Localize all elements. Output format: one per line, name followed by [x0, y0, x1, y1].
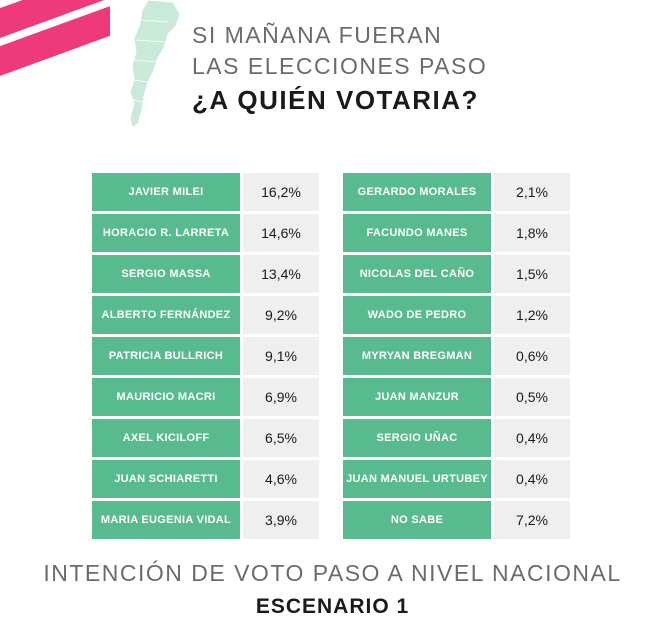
vote-percentage: 13,4%: [243, 255, 319, 296]
argentina-map-icon: [129, 0, 181, 129]
vote-percentage: 6,9%: [243, 378, 319, 419]
candidate-name: SERGIO MASSA: [92, 255, 240, 296]
table-row: NICOLAS DEL CAÑO 1,5%: [343, 255, 573, 296]
table-row: ALBERTO FERNÁNDEZ 9,2%: [92, 296, 322, 337]
footer-scenario: ESCENARIO 1: [255, 595, 410, 618]
candidate-name: MARIA EUGENIA VIDAL: [92, 501, 240, 542]
candidate-name: NO SABE: [343, 501, 491, 542]
candidate-name: HORACIO R. LARRETA: [92, 214, 240, 255]
vote-percentage: 1,2%: [494, 296, 570, 337]
table-row: WADO DE PEDRO 1,2%: [343, 296, 573, 337]
table-row: FACUNDO MANES 1,8%: [343, 214, 573, 255]
vote-percentage: 3,9%: [243, 501, 319, 542]
candidate-name: MAURICIO MACRI: [92, 378, 240, 419]
candidate-name: JUAN MANUEL URTUBEY: [343, 460, 491, 501]
table-row: AXEL KICILOFF 6,5%: [92, 419, 322, 460]
table-row: JAVIER MILEI 16,2%: [92, 173, 322, 214]
vote-percentage: 6,5%: [243, 419, 319, 460]
table-row: HORACIO R. LARRETA 14,6%: [92, 214, 322, 255]
candidate-name: WADO DE PEDRO: [343, 296, 491, 337]
results-column-left: JAVIER MILEI 16,2% HORACIO R. LARRETA 14,6%…: [92, 173, 322, 542]
candidate-name: GERARDO MORALES: [343, 173, 491, 214]
candidate-name: FACUNDO MANES: [343, 214, 491, 255]
title-line-2: LAS ELECCIONES PASO: [192, 53, 488, 79]
vote-percentage: 1,8%: [494, 214, 570, 255]
candidate-name: MYRYAN BREGMAN: [343, 337, 491, 378]
table-row: SERGIO UÑAC 0,4%: [343, 419, 573, 460]
vote-percentage: 7,2%: [494, 501, 570, 542]
candidate-name: PATRICIA BULLRICH: [92, 337, 240, 378]
table-row: JUAN MANUEL URTUBEY 0,4%: [343, 460, 573, 501]
table-row: MARIA EUGENIA VIDAL 3,9%: [92, 501, 322, 542]
candidate-name: JUAN SCHIARETTI: [92, 460, 240, 501]
vote-percentage: 14,6%: [243, 214, 319, 255]
vote-percentage: 9,1%: [243, 337, 319, 378]
table-row: JUAN MANZUR 0,5%: [343, 378, 573, 419]
candidate-name: NICOLAS DEL CAÑO: [343, 255, 491, 296]
decorative-stripes: [0, 0, 110, 100]
table-row: JUAN SCHIARETTI 4,6%: [92, 460, 322, 501]
table-row: SERGIO MASSA 13,4%: [92, 255, 322, 296]
title-question: ¿A QUIÉN VOTARIA?: [192, 85, 479, 115]
vote-percentage: 9,2%: [243, 296, 319, 337]
candidate-name: JAVIER MILEI: [92, 173, 240, 214]
candidate-name: AXEL KICILOFF: [92, 419, 240, 460]
candidate-name: ALBERTO FERNÁNDEZ: [92, 296, 240, 337]
table-row: PATRICIA BULLRICH 9,1%: [92, 337, 322, 378]
vote-percentage: 0,4%: [494, 419, 570, 460]
vote-percentage: 2,1%: [494, 173, 570, 214]
candidate-name: SERGIO UÑAC: [343, 419, 491, 460]
vote-percentage: 16,2%: [243, 173, 319, 214]
vote-percentage: 4,6%: [243, 460, 319, 501]
vote-percentage: 1,5%: [494, 255, 570, 296]
vote-percentage: 0,6%: [494, 337, 570, 378]
table-row: GERARDO MORALES 2,1%: [343, 173, 573, 214]
results-column-right: GERARDO MORALES 2,1% FACUNDO MANES 1,8% NICO…: [343, 173, 573, 542]
table-row: MYRYAN BREGMAN 0,6%: [343, 337, 573, 378]
footer-subtitle: INTENCIÓN DE VOTO PASO A NIVEL NACIONAL: [43, 560, 622, 586]
title-line-1: SI MAÑANA FUERAN: [192, 22, 443, 48]
vote-percentage: 0,5%: [494, 378, 570, 419]
table-row: MAURICIO MACRI 6,9%: [92, 378, 322, 419]
vote-percentage: 0,4%: [494, 460, 570, 501]
table-row: NO SABE 7,2%: [343, 501, 573, 542]
candidate-name: JUAN MANZUR: [343, 378, 491, 419]
